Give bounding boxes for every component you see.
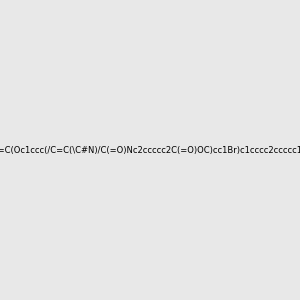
Text: O=C(Oc1ccc(/C=C(\C#N)/C(=O)Nc2ccccc2C(=O)OC)cc1Br)c1cccc2ccccc12: O=C(Oc1ccc(/C=C(\C#N)/C(=O)Nc2ccccc2C(=O… [0,146,300,154]
